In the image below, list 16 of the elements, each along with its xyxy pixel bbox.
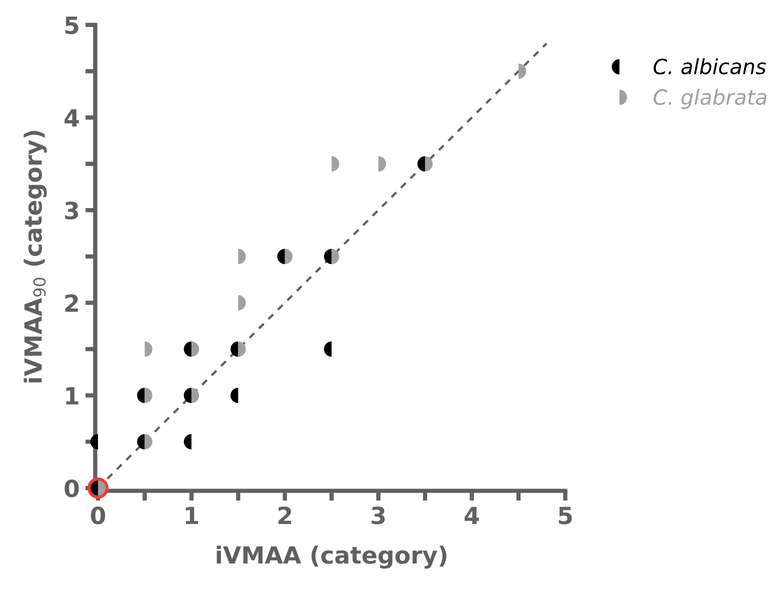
y-tick-label: 3: [65, 202, 78, 220]
y-tick-label: 5: [65, 16, 78, 34]
x-tick-label: 2: [278, 506, 292, 524]
y-tick-label: 1: [66, 387, 78, 404]
legend-label: C. albicans: [654, 58, 766, 74]
legend-label: C. glabrata: [654, 88, 766, 109]
x-tick-label: 3: [372, 506, 385, 524]
x-tick-label: 0: [90, 506, 106, 524]
y-axis-title: iVMAA$_{90}$ (category): [24, 130, 47, 382]
x-axis-title: iVMAA (category): [216, 546, 446, 569]
x-tick-label: 5: [558, 506, 572, 524]
y-tick-label: 0: [64, 479, 79, 498]
x-tick-label: 4: [464, 506, 479, 524]
y-tick-label: 4: [64, 109, 79, 127]
y-tick-label: 2: [65, 294, 78, 312]
x-tick-label: 1: [186, 506, 198, 524]
